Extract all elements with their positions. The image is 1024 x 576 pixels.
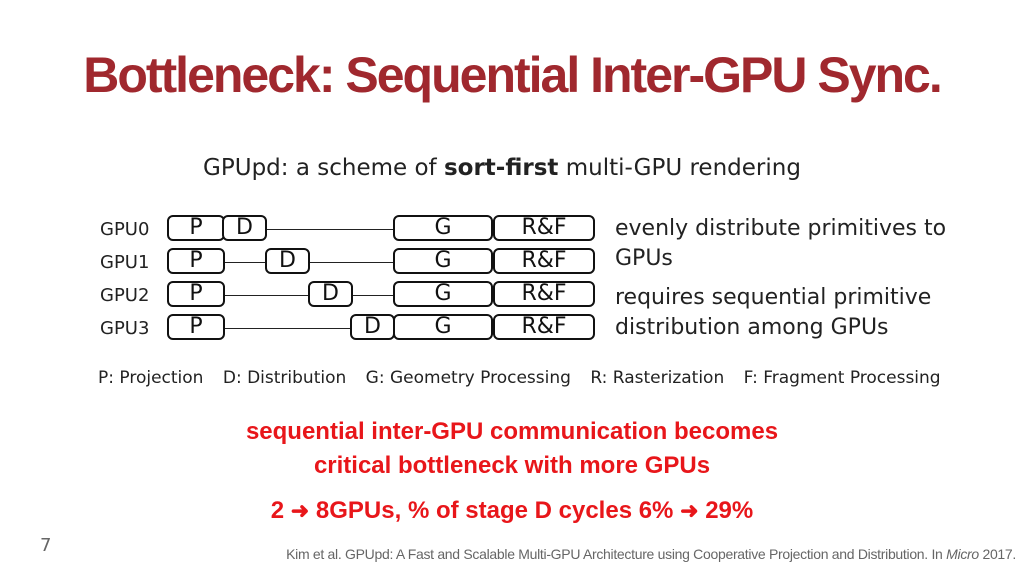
legend-distribution: D: Distribution [222,368,347,388]
subtitle-prefix: GPUpd: a scheme of [203,155,444,181]
gpu2-d-box: D [308,281,353,307]
gpu1-p-box: P [167,248,225,274]
note-sequential: requires sequential primitive distributi… [615,285,932,340]
legend: P: Projection D: Distribution G: Geometr… [98,368,978,388]
slide-title: Bottleneck: Sequential Inter-GPU Sync. [83,47,943,103]
arrow-right-icon: ➜ [290,498,310,523]
gpu2-p-box: P [167,281,225,307]
citation-year: 2017. [978,546,1016,562]
gpu3-g-box: G [393,314,493,340]
gpu0-rf-box: R&F [493,215,595,241]
highlight-stat: 2 ➜ 8GPUs, % of stage D cycles 6% ➜ 29% [0,497,1024,525]
stat-middle: 8GPUs, % of stage D cycles 6% [315,497,674,524]
note-distribute: evenly distribute primitives to GPUs [615,216,947,271]
gpu2-label: GPU2 [100,285,150,306]
gpu3-rf-box: R&F [493,314,595,340]
gpu2-line-a [224,295,310,296]
citation: Kim et al. GPUpd: A Fast and Scalable Mu… [286,546,1016,562]
stat-start: 2 [270,497,285,524]
gpu3-line [224,328,352,329]
gpu0-p-box: P [167,215,225,241]
legend-projection: P: Projection [98,368,204,388]
gpu1-line-a [224,262,266,263]
gpu1-label: GPU1 [100,252,150,273]
gpu2-rf-box: R&F [493,281,595,307]
slide-subtitle: GPUpd: a scheme of sort-first multi-GPU … [0,155,1004,181]
gpu1-rf-box: R&F [493,248,595,274]
gpu0-line [266,229,394,230]
gpu1-g-box: G [393,248,493,274]
arrow-right-icon: ➜ [680,498,699,523]
gpu0-g-box: G [393,215,493,241]
gpu0-label: GPU0 [100,219,150,240]
gpu3-p-box: P [167,314,225,340]
legend-geometry: G: Geometry Processing [365,368,571,388]
page-number: 7 [40,535,52,556]
legend-fragment: F: Fragment Processing [743,368,941,388]
gpu3-d-box: D [350,314,395,340]
highlight-line2: critical bottleneck with more GPUs [313,452,711,479]
gpu1-line-b [308,262,394,263]
citation-venue: Micro [946,546,979,562]
gpu2-line-b [351,295,394,296]
subtitle-bold: sort-first [443,155,559,181]
subtitle-suffix: multi-GPU rendering [558,155,801,181]
gpu0-d-box: D [222,215,267,241]
gpu1-d-box: D [265,248,310,274]
legend-rasterization: R: Rasterization [590,368,725,388]
highlight-line1: sequential inter-GPU communication becom… [245,418,779,445]
gpu3-label: GPU3 [100,318,150,339]
stat-end: 29% [705,497,754,524]
gpu2-g-box: G [393,281,493,307]
citation-text: Kim et al. GPUpd: A Fast and Scalable Mu… [286,546,947,562]
